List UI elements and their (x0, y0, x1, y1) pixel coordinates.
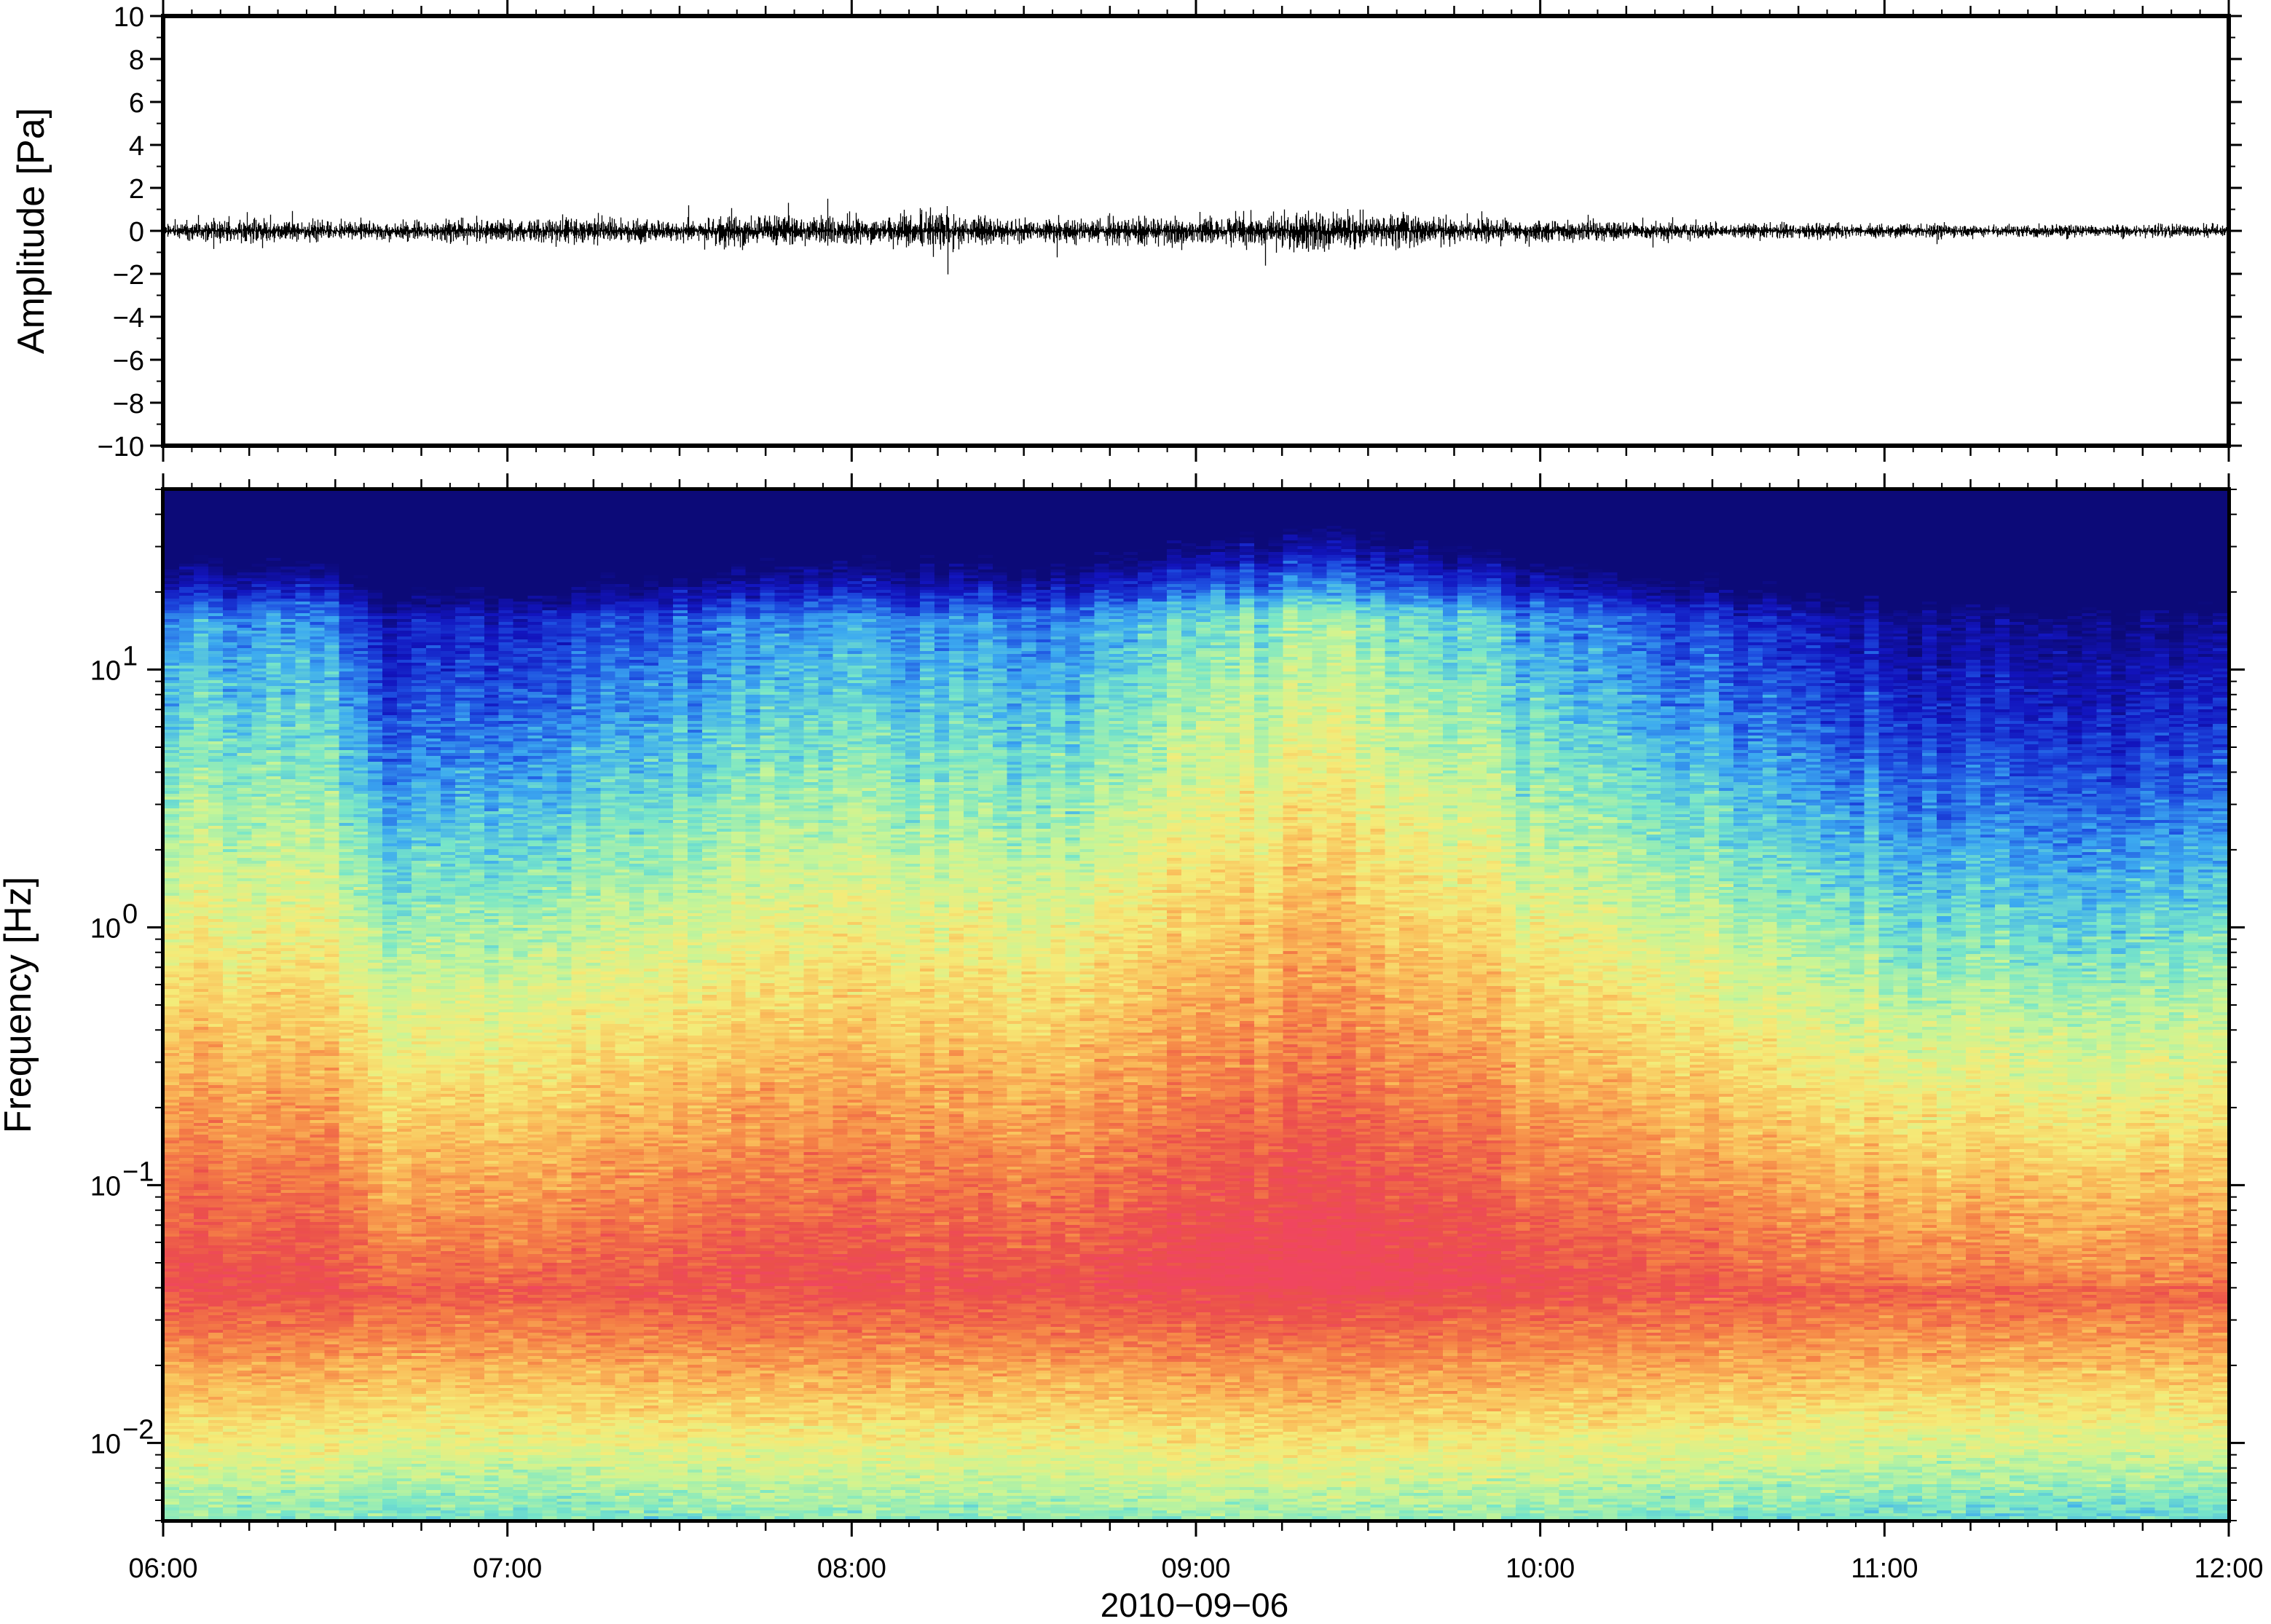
amplitude-y-tick-label: −4 (113, 303, 144, 334)
amplitude-y-tick-label: 0 (129, 217, 144, 248)
time-x-tick-label: 08:00 (817, 1553, 886, 1584)
frequency-y-tick-base: 10 (90, 655, 121, 686)
time-x-tick-label: 07:00 (473, 1553, 542, 1584)
frequency-y-tick-base: 10 (90, 1429, 121, 1459)
amplitude-y-tick-label: −6 (113, 346, 144, 377)
amplitude-y-tick-label: −10 (98, 432, 144, 462)
time-x-tick-label: 11:00 (1851, 1553, 1918, 1584)
time-x-tick-label: 09:00 (1161, 1553, 1230, 1584)
frequency-y-tick-base: 10 (90, 1171, 121, 1202)
time-x-tick-label: 12:00 (2194, 1553, 2263, 1584)
waveform-trace (162, 198, 2229, 275)
frequency-y-tick-exponent: 0 (122, 899, 138, 929)
time-x-ticks: 06:00 07:00 08:00 09:00 10:00 11:00 12:00 (128, 473, 2264, 1584)
amplitude-y-tick-label: 10 (114, 2, 144, 33)
amplitude-y-ticks: 10 8 6 4 2 0 −2 −4 −6 −8 −10 (98, 2, 2242, 462)
frequency-y-tick-exponent: −1 (122, 1156, 154, 1187)
amplitude-y-tick-label: −8 (113, 389, 144, 419)
amplitude-y-tick-label: 2 (129, 174, 144, 205)
amplitude-y-tick-label: 8 (129, 45, 144, 76)
time-axis-label: 2010−09−06 (1101, 1586, 1288, 1624)
frequency-axis-label: Frequency [Hz] (0, 877, 39, 1134)
frequency-y-tick-exponent: 1 (122, 641, 138, 671)
amplitude-y-tick-label: −2 (113, 260, 144, 291)
frequency-y-tick-base: 10 (90, 913, 121, 944)
amplitude-y-tick-label: 6 (129, 88, 144, 119)
frequency-y-tick-exponent: −2 (122, 1414, 154, 1445)
amplitude-y-tick-label: 4 (129, 131, 144, 162)
waveform-trace-group (162, 198, 2229, 275)
time-x-tick-label: 10:00 (1506, 1553, 1575, 1584)
spectrogram-heatmap (165, 491, 2227, 1519)
amplitude-x-ticks (162, 0, 2230, 462)
time-x-tick-label: 06:00 (128, 1553, 197, 1584)
amplitude-axis-label: Amplitude [Pa] (10, 108, 52, 354)
